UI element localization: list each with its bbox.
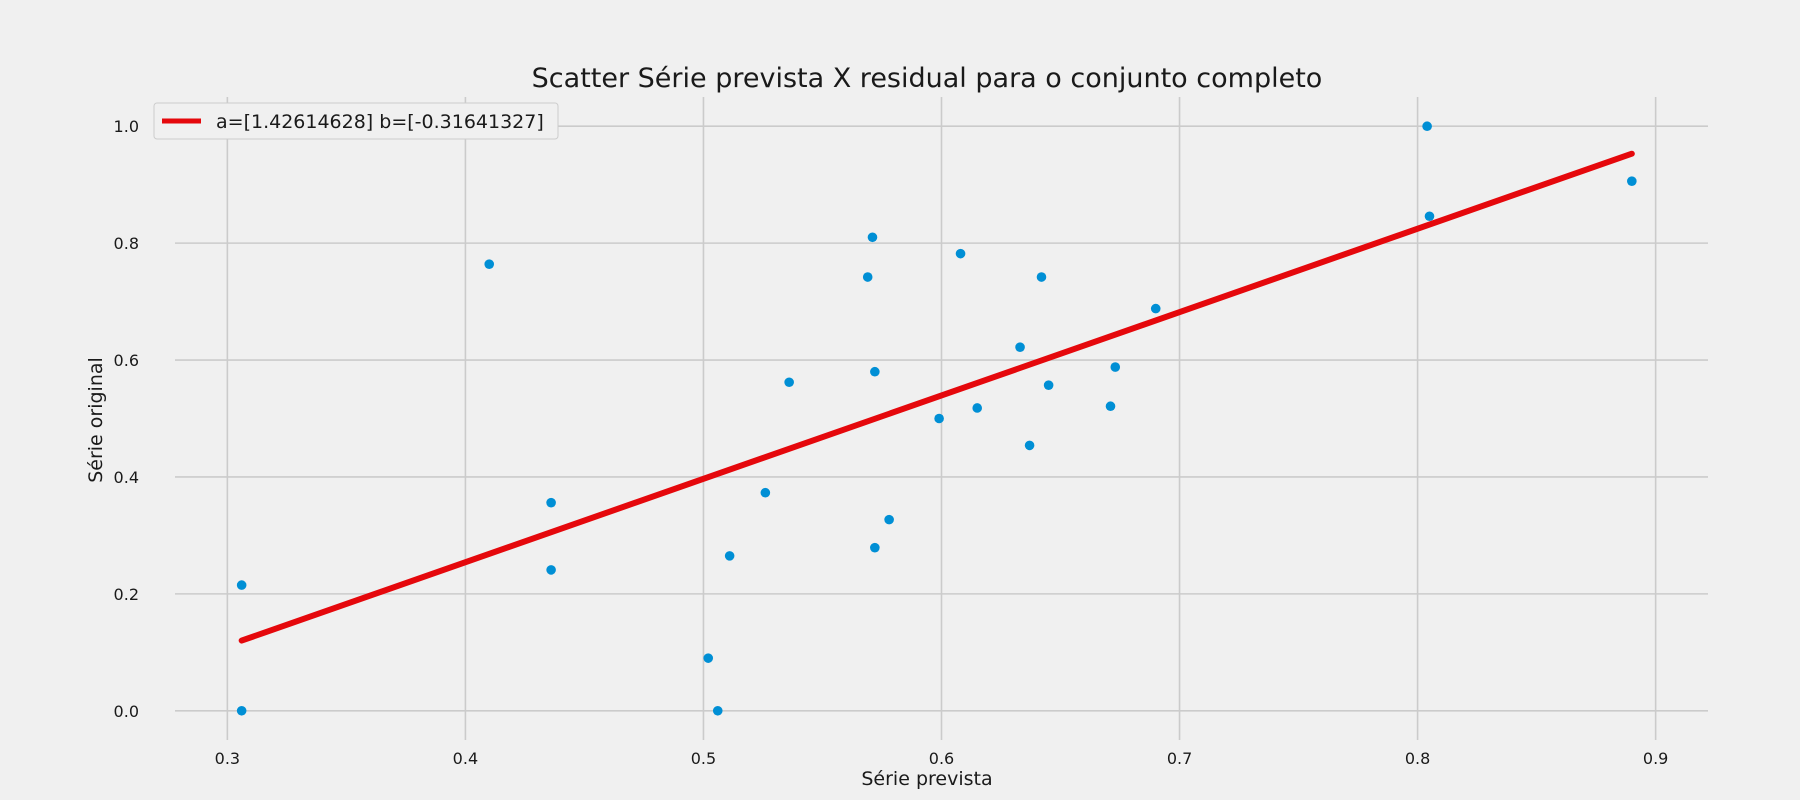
- legend-box: [153, 102, 559, 140]
- data-point: [703, 653, 714, 663]
- x-tick-label: 0.6: [929, 749, 954, 768]
- y-tick-label: 0.4: [114, 468, 139, 487]
- data-point: [1024, 440, 1035, 451]
- regression-line: [238, 150, 1635, 644]
- x-tick-labels: 0.3 0.4 0.5 0.6 0.7 0.8 0.9: [215, 749, 1669, 768]
- legend: a=[1.42614628] b=[-0.31641327]: [153, 102, 559, 140]
- data-point: [1110, 362, 1121, 372]
- data-point: [236, 580, 247, 590]
- data-point: [867, 232, 878, 243]
- y-tick-label: 0.0: [114, 702, 139, 721]
- x-tick-label: 0.5: [691, 749, 716, 768]
- data-point: [546, 565, 556, 575]
- data-point: [1150, 303, 1161, 314]
- x-tick-label: 0.9: [1643, 749, 1668, 768]
- data-point: [760, 487, 771, 498]
- data-point: [1105, 401, 1116, 412]
- y-tick-labels: 0.0 0.2 0.4 0.6 0.8 1.0: [114, 117, 139, 721]
- data-point: [712, 705, 723, 716]
- y-tick-label: 0.6: [114, 351, 139, 370]
- data-point: [724, 551, 735, 561]
- data-point: [1422, 121, 1432, 132]
- data-point: [1036, 272, 1047, 282]
- data-point: [1043, 380, 1054, 390]
- data-point: [862, 272, 873, 282]
- y-tick-label: 0.8: [114, 234, 139, 253]
- data-point: [1015, 342, 1025, 352]
- data-point: [1424, 211, 1435, 222]
- data-point: [784, 377, 794, 388]
- legend-label: a=[1.42614628] b=[-0.31641327]: [216, 111, 544, 133]
- chart-title: Scatter Série prevista X residual para o…: [532, 63, 1323, 94]
- data-point: [236, 705, 247, 716]
- data-point: [934, 413, 944, 424]
- data-point: [955, 248, 966, 259]
- x-tick-label: 0.4: [453, 749, 478, 768]
- x-tick-label: 0.3: [215, 749, 240, 768]
- x-tick-label: 0.7: [1167, 749, 1192, 768]
- data-point: [870, 366, 880, 377]
- data-point: [870, 542, 880, 553]
- y-tick-label: 1.0: [114, 117, 139, 136]
- y-axis-label: Série original: [85, 357, 107, 483]
- data-point: [884, 514, 894, 525]
- data-point: [484, 259, 495, 269]
- scatter-points: [236, 121, 1637, 716]
- data-point: [972, 403, 983, 413]
- y-tick-label: 0.2: [114, 585, 139, 604]
- regression-line-layer: [238, 150, 1635, 644]
- data-point: [1627, 176, 1637, 186]
- grid: [175, 97, 1708, 740]
- data-point: [546, 497, 556, 508]
- x-axis-label: Série prevista: [861, 768, 992, 790]
- x-tick-label: 0.8: [1405, 749, 1430, 768]
